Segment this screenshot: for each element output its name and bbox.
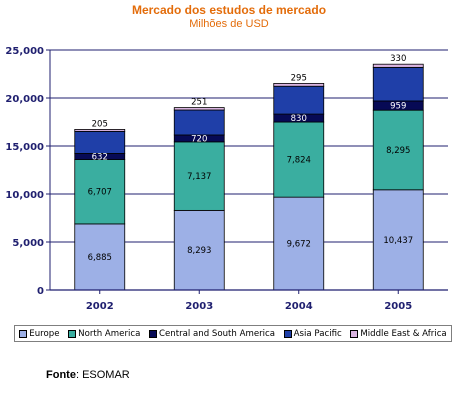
legend-label: Middle East & Africa [360, 328, 447, 339]
y-tick-label: 15,000 [5, 142, 44, 153]
legend-swatch [350, 329, 359, 338]
legend: Europe North America Central and South Ame… [14, 325, 452, 342]
legend-label: Central and South America [158, 328, 276, 339]
legend-label: North America [78, 328, 141, 339]
y-tick-label: 0 [37, 286, 44, 297]
data-label: 8,295 [386, 146, 410, 156]
y-tick-label: 25,000 [5, 46, 44, 57]
legend-item: Asia Pacific [283, 328, 342, 339]
x-tick-label: 2003 [185, 301, 213, 312]
data-label: 205 [92, 119, 108, 129]
bar-segment [273, 85, 325, 115]
bar-segment [173, 109, 225, 136]
data-label: 830 [291, 114, 307, 124]
x-tick-label: 2005 [384, 301, 412, 312]
chart-subtitle: Milhões de USD [189, 18, 269, 30]
x-tick-label: 2004 [285, 301, 313, 312]
chart-title: Mercado dos estudos de mercado [132, 3, 326, 17]
data-label: 10,437 [383, 236, 413, 246]
legend-swatch [68, 329, 77, 338]
bar-segment [173, 107, 225, 111]
legend-swatch [19, 329, 28, 338]
source-note: Fonte: ESOMAR [46, 369, 130, 381]
bar-segment [273, 82, 325, 87]
x-tick-label: 2002 [86, 301, 114, 312]
data-label: 6,885 [88, 253, 112, 263]
bar-segment [372, 63, 424, 68]
legend-item: Central and South America [148, 328, 276, 339]
data-labels-layer: 6,885 6,707 632 205 8,293 7,137 720 251 9,672 7,8… [88, 54, 414, 263]
legend-swatch [283, 329, 292, 338]
legend-item: North America [68, 329, 140, 339]
bar-segment [273, 121, 325, 198]
bar-segment [173, 209, 225, 291]
bar-segment [74, 159, 126, 225]
bar-segment [74, 129, 126, 132]
data-label: 8,293 [187, 246, 211, 256]
data-label: 295 [291, 73, 307, 83]
y-tick-label: 10,000 [5, 190, 44, 201]
bars-layer [74, 63, 424, 291]
data-label: 632 [92, 152, 108, 162]
legend-label: Europe [29, 328, 60, 339]
data-label: 251 [191, 98, 207, 108]
data-label: 7,824 [287, 156, 311, 166]
data-label: 7,137 [187, 172, 211, 182]
axis-layer: 0 5,000 10,000 15,000 20,000 25,000 2002 2003 20… [5, 46, 448, 312]
y-tick-label: 5,000 [12, 238, 44, 249]
legend-item: Europe [19, 328, 60, 339]
bar-segment [273, 196, 325, 291]
bar-segment [372, 66, 424, 102]
data-label: 720 [191, 134, 207, 144]
legend-swatch [148, 329, 157, 338]
data-label: 959 [390, 102, 406, 112]
data-label: 6,707 [88, 188, 112, 198]
data-label: 9,672 [287, 240, 311, 250]
legend-item: Middle East & Africa [350, 328, 447, 339]
data-label: 330 [390, 54, 406, 64]
source-text: : ESOMAR [75, 369, 130, 381]
legend-label: Asia Pacific [293, 328, 342, 339]
source-label: Fonte [46, 369, 76, 381]
bar-segment [74, 130, 126, 154]
bar-segment [173, 141, 225, 211]
y-tick-label: 20,000 [5, 94, 44, 105]
